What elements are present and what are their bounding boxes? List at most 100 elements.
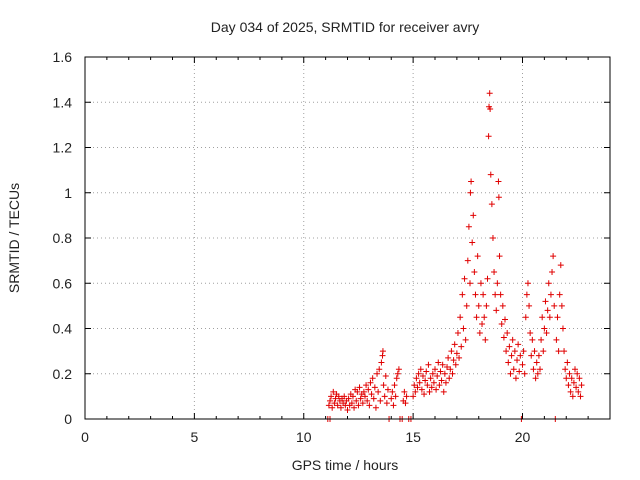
data-point	[526, 302, 533, 309]
data-point	[545, 280, 552, 287]
data-point	[344, 406, 351, 413]
data-point	[453, 350, 460, 357]
data-point	[429, 370, 436, 377]
data-point	[485, 133, 492, 140]
data-point	[477, 280, 484, 287]
data-point	[540, 348, 547, 355]
data-point	[446, 375, 453, 382]
data-point	[534, 370, 541, 377]
data-point	[487, 171, 494, 178]
data-point	[403, 393, 410, 400]
data-point	[510, 366, 517, 373]
data-point	[371, 384, 378, 391]
data-point	[464, 257, 471, 264]
data-point	[355, 402, 362, 409]
data-point	[508, 352, 515, 359]
data-point	[441, 370, 448, 377]
data-point	[554, 314, 561, 321]
data-point	[426, 388, 433, 395]
data-point	[395, 366, 402, 373]
data-point	[413, 375, 420, 382]
data-point	[511, 348, 518, 355]
data-point	[356, 384, 363, 391]
data-point	[546, 314, 553, 321]
data-point	[519, 361, 526, 368]
data-point	[521, 370, 528, 377]
data-point	[427, 375, 434, 382]
x-tick-label: 15	[405, 429, 421, 445]
data-point	[537, 366, 543, 373]
data-point	[544, 307, 551, 314]
data-point	[377, 397, 384, 404]
data-point	[436, 382, 443, 389]
data-point	[359, 400, 366, 407]
data-point	[489, 235, 496, 241]
y-tick-label: 1.4	[53, 94, 73, 110]
data-point	[559, 325, 566, 332]
data-point	[365, 386, 372, 393]
data-point	[410, 393, 417, 400]
y-tick-label: 0.4	[53, 321, 73, 337]
data-point	[522, 314, 529, 321]
data-point	[574, 370, 581, 377]
data-point	[476, 330, 483, 337]
data-point	[539, 314, 546, 321]
data-point	[378, 359, 385, 366]
data-point	[437, 368, 444, 375]
data-point	[329, 404, 336, 411]
data-point	[353, 397, 360, 404]
data-point	[383, 400, 390, 407]
axis-ticks	[84, 56, 611, 420]
data-point	[506, 343, 513, 350]
data-point	[360, 388, 367, 395]
data-point	[561, 348, 568, 355]
data-point	[433, 386, 440, 393]
data-point	[445, 354, 452, 361]
data-point	[345, 395, 352, 402]
data-point	[514, 357, 521, 364]
data-point	[471, 268, 478, 275]
data-point	[354, 388, 361, 395]
data-point	[479, 320, 486, 327]
data-point	[566, 370, 573, 377]
data-point	[337, 404, 344, 411]
data-point	[480, 291, 487, 298]
data-point	[330, 388, 337, 395]
data-point	[449, 370, 456, 377]
data-point	[328, 393, 335, 400]
data-point	[523, 291, 530, 298]
data-point	[578, 382, 585, 389]
data-point	[558, 302, 565, 309]
data-point	[423, 368, 430, 375]
data-point	[444, 363, 451, 370]
data-point	[375, 388, 382, 395]
data-point	[555, 348, 562, 355]
data-point	[357, 395, 364, 402]
data-point	[528, 352, 535, 359]
data-point	[461, 275, 468, 282]
data-point	[438, 377, 445, 384]
data-point	[575, 388, 582, 395]
x-tick-label: 5	[190, 429, 198, 445]
chart-title: Day 034 of 2025, SRMTID for receiver avr…	[211, 19, 479, 35]
data-point	[366, 402, 373, 409]
data-point	[434, 373, 441, 380]
data-point	[454, 330, 461, 337]
data-point	[458, 343, 465, 350]
data-point	[412, 388, 419, 395]
data-point	[482, 336, 489, 343]
data-point	[551, 302, 558, 309]
data-point	[367, 379, 374, 386]
data-point	[543, 330, 550, 337]
y-axis-label: SRMTID / TECUs	[6, 183, 22, 293]
data-point	[495, 194, 502, 201]
data-point	[384, 386, 391, 393]
data-point	[465, 223, 472, 230]
data-point	[414, 384, 421, 391]
data-point	[532, 375, 539, 382]
data-point	[572, 366, 578, 373]
data-point	[369, 375, 376, 382]
data-point	[391, 382, 398, 389]
data-point	[568, 375, 575, 382]
y-tick-label: 0	[64, 411, 72, 427]
